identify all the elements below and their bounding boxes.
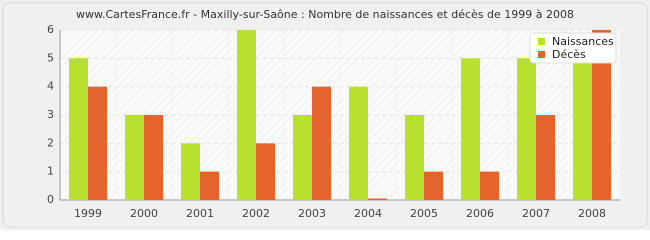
bar xyxy=(405,115,424,200)
bar xyxy=(592,30,611,200)
legend-label: Décès xyxy=(552,48,586,61)
y-tick-label: 1 xyxy=(47,165,54,178)
bar xyxy=(573,58,592,201)
x-tick-label: 2006 xyxy=(466,207,494,220)
x-tick-label: 2002 xyxy=(242,207,270,220)
bar xyxy=(69,58,88,201)
y-tick-label: 2 xyxy=(47,136,54,149)
bar xyxy=(144,115,163,200)
legend-box xyxy=(529,32,617,64)
bar xyxy=(461,58,480,201)
y-tick-label: 3 xyxy=(47,108,54,121)
bar xyxy=(237,30,256,200)
bar xyxy=(256,143,275,200)
bar xyxy=(517,58,536,201)
chart: www.CartesFrance.fr - Maxilly-sur-Saône … xyxy=(0,0,650,230)
bar xyxy=(293,115,312,200)
x-tick-label: 2003 xyxy=(298,207,326,220)
y-tick-label: 0 xyxy=(47,193,54,206)
bar xyxy=(200,171,219,200)
bar xyxy=(368,198,387,200)
legend-label: Naissances xyxy=(552,35,614,48)
x-tick-label: 2007 xyxy=(522,207,550,220)
legend-swatch xyxy=(538,51,545,58)
bar xyxy=(312,86,331,200)
chart-title: www.CartesFrance.fr - Maxilly-sur-Saône … xyxy=(76,8,574,21)
bar xyxy=(536,115,555,200)
legend-swatch xyxy=(538,38,545,45)
bar xyxy=(480,171,499,200)
y-tick-label: 4 xyxy=(47,80,54,93)
x-tick-label: 2008 xyxy=(578,207,606,220)
x-tick-label: 2001 xyxy=(186,207,214,220)
x-tick-label: 2004 xyxy=(354,207,382,220)
y-tick-label: 5 xyxy=(47,51,54,64)
y-tick-label: 6 xyxy=(47,23,54,36)
x-tick-label: 1999 xyxy=(74,207,102,220)
bar xyxy=(181,143,200,200)
bar xyxy=(88,86,107,200)
bar xyxy=(125,115,144,200)
bar xyxy=(349,86,368,200)
bar xyxy=(424,171,443,200)
x-tick-label: 2000 xyxy=(130,207,158,220)
x-tick-label: 2005 xyxy=(410,207,438,220)
